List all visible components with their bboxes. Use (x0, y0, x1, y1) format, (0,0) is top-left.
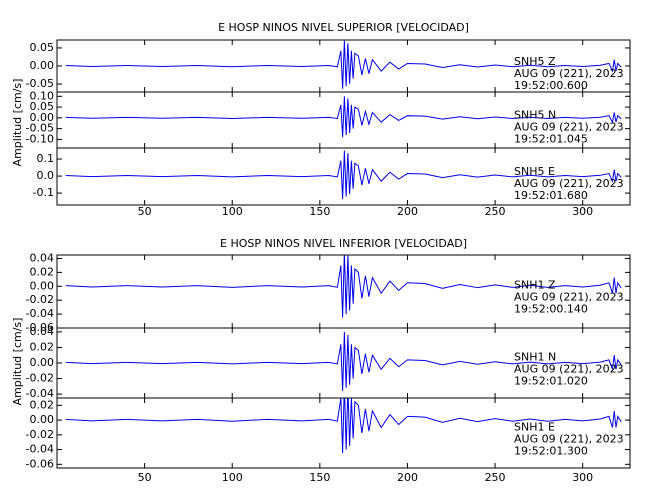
y-tick-label: 0.02 (30, 398, 55, 411)
y-tick-label: -0.02 (26, 293, 54, 306)
x-tick-label: 100 (222, 205, 243, 218)
y-tick-label: 0.02 (30, 265, 55, 278)
date-label: AUG 09 (221), 2023 (514, 291, 624, 304)
y-axis-label: Amplitud [cm/s] (11, 79, 24, 167)
date-label: AUG 09 (221), 2023 (514, 362, 624, 375)
seismic-trace (65, 331, 622, 392)
y-tick-label: -0.02 (26, 372, 54, 385)
y-tick-label: 0.00 (30, 279, 55, 292)
y-tick-label: -0.04 (26, 307, 54, 320)
seismic-trace (65, 150, 622, 200)
x-tick-label: 300 (572, 205, 593, 218)
chart-title: E HOSP NINOS NIVEL SUPERIOR [VELOCIDAD] (218, 21, 469, 34)
x-tick-label: 150 (309, 471, 330, 484)
y-tick-label: 0.02 (30, 340, 55, 353)
x-tick-label: 250 (485, 471, 506, 484)
time-label: 19:52:01.680 (514, 189, 588, 202)
time-label: 19:52:01.300 (514, 444, 588, 457)
x-tick-label: 250 (485, 205, 506, 218)
time-label: 19:52:01.020 (514, 374, 588, 387)
y-tick-label: 0.04 (30, 251, 55, 264)
date-label: AUG 09 (221), 2023 (514, 67, 624, 80)
y-tick-label: 0.00 (30, 356, 55, 369)
subplot-frame (56, 147, 631, 206)
y-tick-label: -0.06 (26, 457, 54, 470)
time-label: 19:52:00.600 (514, 79, 588, 92)
subplot-frame (56, 397, 631, 469)
y-tick-label: 0.00 (30, 111, 55, 124)
y-tick-label: -0.06 (26, 321, 54, 334)
time-label: 19:52:00.140 (514, 303, 588, 316)
x-tick-label: 150 (309, 205, 330, 218)
y-axis-label: Amplitud [cm/s] (11, 318, 24, 406)
x-tick-label: 50 (138, 471, 152, 484)
y-tick-label: -0.04 (26, 387, 54, 400)
y-tick-label: 0.00 (30, 413, 55, 426)
seismic-trace (65, 398, 622, 454)
seismic-trace (65, 40, 622, 89)
y-tick-label: 0.0 (37, 169, 55, 182)
station-label: SNH1 Z (514, 279, 556, 292)
y-tick-label: -0.05 (26, 77, 54, 90)
date-label: AUG 09 (221), 2023 (514, 121, 624, 134)
y-tick-label: -0.04 (26, 443, 54, 456)
y-tick-label: 0.04 (30, 325, 55, 338)
y-tick-label: 0.05 (30, 41, 55, 54)
date-label: AUG 09 (221), 2023 (514, 432, 624, 445)
y-tick-label: 0.05 (30, 100, 55, 113)
station-label: SNH5 N (514, 109, 556, 122)
y-tick-label: 0.1 (37, 152, 55, 165)
time-label: 19:52:01.045 (514, 133, 588, 146)
x-tick-label: 300 (572, 471, 593, 484)
seismic-trace (65, 96, 622, 138)
seismic-trace (65, 255, 622, 318)
station-label: SNH1 N (514, 350, 556, 363)
y-tick-label: -0.02 (26, 428, 54, 441)
station-label: SNH5 Z (514, 55, 556, 68)
y-tick-label: 0.10 (30, 89, 55, 102)
x-tick-label: 100 (222, 471, 243, 484)
y-tick-label: -0.1 (33, 186, 54, 199)
station-label: SNH5 E (514, 165, 555, 178)
station-label: SNH1 E (514, 420, 555, 433)
y-tick-label: 0.00 (30, 59, 55, 72)
x-tick-label: 200 (397, 471, 418, 484)
x-tick-label: 50 (138, 205, 152, 218)
y-tick-label: -0.05 (26, 122, 54, 135)
date-label: AUG 09 (221), 2023 (514, 177, 624, 190)
x-tick-label: 200 (397, 205, 418, 218)
y-tick-label: -0.10 (26, 132, 54, 145)
chart-title: E HOSP NINOS NIVEL INFERIOR [VELOCIDAD] (220, 237, 467, 250)
